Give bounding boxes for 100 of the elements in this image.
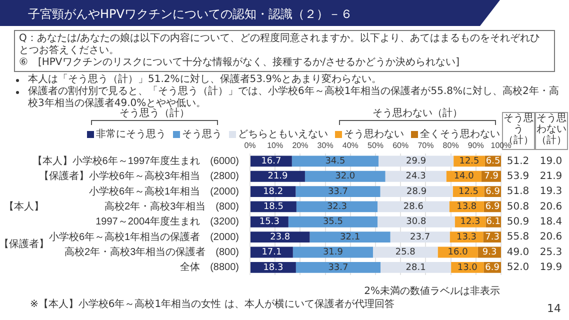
data-label: 32.0 <box>335 172 356 182</box>
chart-subtitle: Q：あなたは/あなたの娘は以下の内容について、どの程度同意されますか。以下より、あてはまるものをそれぞれひとつお答えください。 ⑥ [HPVワクチンのリスクについて十分な情報がなく、接種するか/させるかどうか決められない] <box>14 30 555 72</box>
text: 19.0 <box>540 156 562 167</box>
bar <box>250 170 305 182</box>
bar <box>296 262 381 273</box>
y-tick-label: 【保護者】小学校6年～高校3年相当 (2800) <box>38 170 239 182</box>
legend-label: 非常にそう思う <box>96 128 166 141</box>
y-tick-label: 【本人】小学校6年～1997年度生まれ (6000) <box>32 154 239 167</box>
data-label: 28.9 <box>406 186 427 197</box>
data-label: 6.1 <box>486 217 501 228</box>
data-label: 7.3 <box>485 232 500 242</box>
text: ※【本人】小学校6年～高校1年相当の女性 は、本人が横にいて保護者が代理回答 <box>30 298 394 311</box>
data-label: 28.1 <box>406 262 426 273</box>
bar <box>250 232 310 243</box>
data-label: 13.8 <box>456 202 477 212</box>
data-label: 23.7 <box>410 232 430 242</box>
text: そう思う（計） <box>118 108 190 119</box>
bar <box>304 170 386 182</box>
data-label: 12.5 <box>458 186 479 197</box>
text: 19.3 <box>540 186 562 198</box>
text: そう思わない（計） <box>535 112 568 150</box>
data-label: 18.2 <box>263 186 284 197</box>
data-label: 35.5 <box>322 217 343 228</box>
text: 本人は「そう思う（計）」51.2%に対し、保護者53.9%とあまり変わらない。 <box>27 74 383 86</box>
text: 【本人】 <box>4 200 44 212</box>
text: 51.2 <box>506 156 530 167</box>
data-label: 13.3 <box>456 232 477 242</box>
text: 21.9 <box>540 170 562 182</box>
x-tick-label: 60% <box>392 141 409 150</box>
y-tick-label: 高校2年・高校3年相当 (800) <box>104 200 239 212</box>
x-tick-label: 30% <box>317 141 334 150</box>
x-tick-label: 80% <box>442 141 459 150</box>
y-tick-label: 小学校6年～高校1年相当 (2000) <box>88 185 239 198</box>
data-label: 33.7 <box>328 186 348 197</box>
data-label: 13.0 <box>457 262 478 273</box>
text: 50.9 <box>506 216 530 228</box>
text: 20.6 <box>540 201 562 212</box>
x-tick-label: 70% <box>418 141 434 150</box>
data-label: 7.9 <box>484 172 499 182</box>
y-tick-label: 小学校6年～高校1年相当の保護者 (2000) <box>48 230 239 243</box>
legend-label: どちらともいえない <box>238 128 328 141</box>
text: 14 <box>547 302 561 315</box>
data-label: 32.3 <box>326 202 347 212</box>
x-tick-label: 10% <box>267 141 284 150</box>
text: そう思わない（計） <box>372 108 464 119</box>
chart-title: 子宮頸がんやHPVワクチンについての認知・認識（２）－６ <box>28 6 352 23</box>
text: 保護者の割付別で見ると、「そう思う（計）」では、小学校6年～高校1年相当の保護者が55.8%に対し、高校2年・高校3年相当の保護者49.0%とやや低い。 <box>28 86 559 109</box>
data-label: 23.8 <box>270 232 290 242</box>
x-tick-label: 40% <box>342 141 358 150</box>
y-tick-label: 高校2年・高校3年相当の保護者 (800) <box>64 246 239 258</box>
data-label: 17.1 <box>262 248 282 258</box>
data-label: 21.9 <box>268 172 288 182</box>
bar <box>288 216 378 228</box>
data-label: 34.5 <box>325 156 346 167</box>
data-label: 6.9 <box>485 262 500 273</box>
y-tick-label: 1997～2004年度生まれ (3200) <box>96 216 239 228</box>
text: 49.0 <box>506 246 530 258</box>
data-label: 29.9 <box>406 156 426 167</box>
data-label: 33.7 <box>328 262 348 273</box>
text: 18.4 <box>540 216 562 228</box>
text: 53.9 <box>506 170 530 182</box>
legend-label: そう思う <box>182 128 222 141</box>
legend-label: そう思わない <box>344 128 404 141</box>
text: 2%未満の数値ラベルは非表示 <box>364 284 500 298</box>
text: 50.8 <box>506 201 530 212</box>
data-label: 32.1 <box>340 232 360 242</box>
bar <box>296 186 380 197</box>
x-tick-label: 20% <box>292 141 308 150</box>
text: 25.3 <box>540 246 562 258</box>
x-tick-label: 0% <box>244 141 256 150</box>
bar <box>310 232 390 243</box>
data-label: 12.5 <box>459 156 480 167</box>
x-tick-label: 90% <box>468 141 484 150</box>
data-label: 18.3 <box>263 262 284 273</box>
data-label: 25.8 <box>395 248 416 258</box>
data-label: 31.9 <box>322 248 344 258</box>
legend-label: 全くそう思わない <box>420 128 500 141</box>
text: 55.8 <box>506 232 530 243</box>
x-tick-label: 100% <box>490 141 512 150</box>
data-label: 6.5 <box>486 156 500 167</box>
text: 20.6 <box>540 232 562 243</box>
data-label: 6.9 <box>485 202 500 212</box>
data-label: 9.3 <box>482 248 497 258</box>
bar <box>292 156 379 167</box>
data-label: 30.8 <box>406 217 426 228</box>
bar <box>296 201 378 212</box>
text: 【保護者】 <box>0 238 49 250</box>
y-tick-label: 全体 (8800) <box>180 261 239 274</box>
text: 51.8 <box>506 186 530 198</box>
x-tick-label: 50% <box>367 141 384 150</box>
data-label: 16.0 <box>448 248 468 258</box>
data-label: 6.9 <box>486 186 500 197</box>
data-label: 28.6 <box>403 202 424 212</box>
data-label: 16.7 <box>261 156 282 167</box>
text: 52.0 <box>506 262 530 274</box>
data-label: 14.0 <box>454 172 474 182</box>
data-label: 12.3 <box>460 217 480 228</box>
text: 19.9 <box>540 262 562 274</box>
data-label: 15.3 <box>259 217 280 228</box>
data-label: 24.3 <box>406 172 426 182</box>
